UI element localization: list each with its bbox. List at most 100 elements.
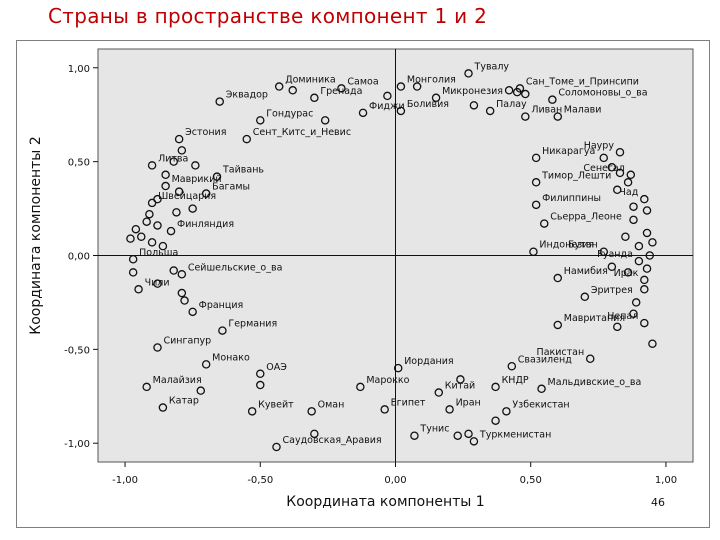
data-point <box>256 380 265 390</box>
data-point <box>445 405 454 414</box>
x-tick-label: 1,00 <box>655 475 677 486</box>
data-point-label: Франция <box>199 300 244 311</box>
data-point <box>201 360 211 369</box>
data-point <box>456 375 465 384</box>
data-point-label: Непал <box>607 311 638 322</box>
data-point <box>158 403 168 412</box>
data-point <box>521 89 530 99</box>
data-point <box>191 161 200 170</box>
data-point <box>172 208 181 217</box>
data-point <box>177 146 187 155</box>
data-point <box>631 298 641 307</box>
data-point-label: Соломоновы_о_ва <box>558 88 647 99</box>
data-point-label: Науру <box>584 140 615 151</box>
data-point <box>396 82 406 91</box>
data-point <box>599 247 609 256</box>
data-point <box>158 241 168 251</box>
data-point <box>629 202 638 211</box>
data-point-label: Финляндия <box>177 219 234 230</box>
data-point <box>434 388 444 397</box>
data-point <box>629 215 638 225</box>
data-point <box>215 97 224 106</box>
data-point <box>188 307 197 317</box>
data-point <box>453 431 462 440</box>
data-point <box>128 268 138 277</box>
data-point <box>256 116 265 125</box>
data-point-label: Фиджи <box>369 101 405 112</box>
data-point <box>142 382 151 392</box>
data-point-label: Оман <box>318 399 345 410</box>
data-point <box>393 363 403 373</box>
data-point <box>553 273 563 283</box>
data-point <box>634 256 644 266</box>
data-point-label: Эритрея <box>591 285 633 296</box>
data-point <box>642 264 652 273</box>
data-point <box>180 296 189 305</box>
data-point <box>307 407 316 416</box>
data-point-label: Боливия <box>407 99 449 110</box>
data-point <box>629 309 638 318</box>
data-point <box>212 172 222 181</box>
x-axis-title: Координата компоненты 1 <box>286 494 484 510</box>
data-point <box>145 209 154 219</box>
data-point-label: Тайвань <box>222 165 264 176</box>
data-point <box>188 204 197 213</box>
data-point <box>640 318 649 328</box>
data-point-label: Мальдивские_о_ва <box>548 377 642 388</box>
data-point <box>177 270 187 279</box>
data-point <box>396 106 406 116</box>
data-point <box>626 170 636 180</box>
data-point <box>247 407 257 416</box>
data-point <box>310 93 319 103</box>
data-point <box>356 382 365 392</box>
y-tick-label: -0,50 <box>64 345 90 356</box>
data-point <box>310 429 319 439</box>
data-point <box>242 134 251 144</box>
data-point-label: ОАЭ <box>266 362 287 373</box>
data-point <box>615 168 625 178</box>
data-point-label: Германия <box>228 319 277 330</box>
data-point <box>485 106 495 116</box>
data-point <box>142 217 151 226</box>
data-point-label: Руанда <box>597 249 633 260</box>
data-point <box>553 320 563 330</box>
data-point <box>502 407 511 416</box>
data-point-label: Египет <box>391 397 426 408</box>
data-point-label: Тимор_Лешти <box>541 170 611 181</box>
x-tick-label: -0,50 <box>247 475 273 486</box>
data-point <box>153 343 162 352</box>
data-point <box>599 153 609 163</box>
data-point-label: Чад <box>619 187 638 198</box>
data-point <box>504 86 514 95</box>
data-point <box>531 178 541 187</box>
data-point <box>553 112 563 121</box>
data-point-label: Сент_Китс_и_Невис <box>253 127 351 138</box>
data-point-label: Ирак <box>614 268 639 279</box>
data-point-label: Гондурас <box>266 108 313 119</box>
data-point <box>256 369 265 379</box>
data-point <box>491 416 500 425</box>
page-number: 46 <box>651 496 665 509</box>
data-point-label: Польша <box>139 247 178 258</box>
data-point <box>529 247 538 256</box>
data-point-label: Катар <box>169 396 199 407</box>
data-point-label: Монголия <box>407 75 456 86</box>
data-point <box>161 181 170 191</box>
data-point <box>358 108 368 118</box>
data-point-label: Тунис <box>419 424 449 435</box>
axis-ticks: -1,00 -0,50 0,00 0,50 1,00 1,00 0,50 0,00 -0,50 -… <box>64 64 677 486</box>
data-point <box>169 157 178 166</box>
data-point-label: Китай <box>445 381 475 392</box>
data-point <box>640 285 649 294</box>
data-point <box>507 362 517 371</box>
data-point-label: Литва <box>158 153 188 164</box>
data-point-label: Монако <box>212 352 250 363</box>
data-point-label: Узбекистан <box>512 399 569 410</box>
data-point <box>166 226 176 236</box>
data-point-label: Микронезия <box>442 86 503 97</box>
data-points: Тувалу Доминика Самоа Монголия Сан_Томе_и_Пр… <box>126 61 657 452</box>
data-point-label: Мавритания <box>564 313 625 324</box>
data-point-label: Сингапур <box>164 335 212 346</box>
data-point <box>128 255 138 264</box>
